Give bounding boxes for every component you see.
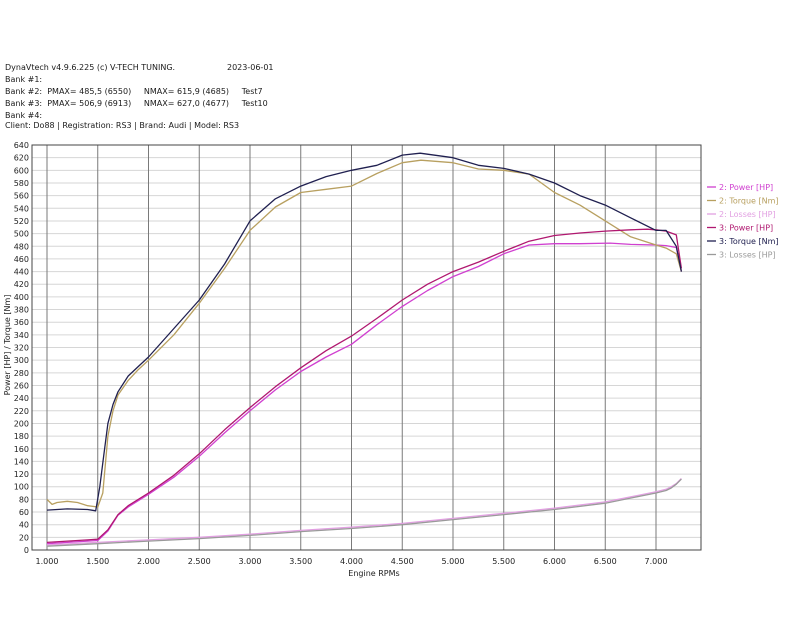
y-tick-label: 180: [14, 432, 29, 441]
x-tick-label: 2.500: [188, 557, 211, 566]
series-line-2: [46, 159, 683, 508]
y-tick-label: 200: [14, 419, 29, 428]
y-tick-label: 160: [14, 445, 29, 454]
client-line: Client: Do88 | Registration: RS3 | Brand…: [5, 121, 240, 130]
series-line-5: [46, 152, 683, 512]
legend: 2: Power [HP] 2: Torque [Nm] 2: Losses [HP…: [707, 183, 779, 260]
y-tick-label: 380: [14, 306, 29, 315]
x-tick-label: 5.000: [442, 557, 465, 566]
y-tick-label: 120: [14, 470, 29, 479]
legend-label: 2: Losses [HP]: [719, 210, 776, 219]
y-tick-label: 480: [14, 242, 29, 251]
y-tick-label: 560: [14, 192, 29, 201]
y-tick-label: 600: [14, 166, 29, 175]
legend-label: 3: Torque [Nm]: [719, 237, 779, 246]
y-tick-label: 80: [19, 495, 29, 504]
legend-label: 2: Torque [Nm]: [719, 197, 779, 206]
y-tick-label: 520: [14, 217, 29, 226]
y-tick-label: 620: [14, 154, 29, 163]
y-tick-label: 220: [14, 407, 29, 416]
series-lines: [46, 152, 683, 547]
x-tick-label: 2.000: [137, 557, 160, 566]
y-tick-label: 640: [14, 141, 29, 150]
legend-label: 3: Power [HP]: [719, 224, 773, 233]
y-tick-label: 440: [14, 268, 29, 277]
y-tick-label: 280: [14, 369, 29, 378]
y-tick-label: 420: [14, 280, 29, 289]
bank4-line: Bank #4:: [5, 111, 43, 120]
y-tick-label: 140: [14, 457, 29, 466]
y-tick-label: 240: [14, 394, 29, 403]
y-tick-label: 580: [14, 179, 29, 188]
series-line-1: [46, 242, 683, 545]
x-tick-label: 4.500: [391, 557, 414, 566]
x-tick-label: 3.500: [289, 557, 312, 566]
x-tick-labels: 1.000 1.500 2.000 2.500 3.000 3.500 4.000 4.500…: [36, 557, 668, 566]
x-tick-label: 7.000: [645, 557, 668, 566]
legend-label: 2: Power [HP]: [719, 183, 773, 192]
app-title: DynaVtech v4.9.6.225 (c) V-TECH TUNING.: [5, 63, 176, 72]
y-tick-label: 540: [14, 204, 29, 213]
y-axis-title: Power [HP] / Torque [Nm]: [3, 295, 12, 396]
x-axis-title: Engine RPMs: [348, 569, 399, 578]
x-tick-label: 4.000: [340, 557, 363, 566]
x-tick-label: 1.000: [36, 557, 59, 566]
y-tick-label: 0: [24, 546, 29, 555]
x-tick-label: 3.000: [239, 557, 262, 566]
report-date: 2023-06-01: [227, 63, 274, 72]
series-line-4: [46, 228, 683, 544]
bank3-line: Bank #3: PMAX= 506,9 (6913) NMAX= 627,0 …: [5, 99, 268, 108]
bank1-line: Bank #1:: [5, 75, 43, 84]
y-tick-label: 40: [19, 521, 29, 530]
y-tick-label: 500: [14, 230, 29, 239]
y-tick-labels: 0 20 40 60 80 100 120 140 160 180 200 220 240 260 280 3…: [14, 141, 29, 555]
y-tick-label: 400: [14, 293, 29, 302]
legend-label: 3: Losses [HP]: [719, 251, 776, 260]
x-tick-label: 5.500: [492, 557, 515, 566]
series-line-3: [46, 478, 682, 546]
x-tick-label: 6.000: [543, 557, 566, 566]
x-tick-label: 1.500: [86, 557, 109, 566]
plot-frame: [31, 144, 702, 551]
y-tick-label: 20: [19, 533, 29, 542]
y-tick-label: 60: [19, 508, 29, 517]
y-tick-label: 100: [14, 483, 29, 492]
y-tick-label: 260: [14, 381, 29, 390]
y-tick-label: 460: [14, 255, 29, 264]
bank2-line: Bank #2: PMAX= 485,5 (6550) NMAX= 615,9 …: [5, 87, 263, 96]
grid-lines: [32, 144, 701, 551]
y-tick-label: 300: [14, 356, 29, 365]
series-line-6: [46, 478, 682, 547]
y-tick-label: 320: [14, 344, 29, 353]
y-tick-label: 360: [14, 318, 29, 327]
x-tick-label: 6.500: [594, 557, 617, 566]
y-tick-label: 340: [14, 331, 29, 340]
